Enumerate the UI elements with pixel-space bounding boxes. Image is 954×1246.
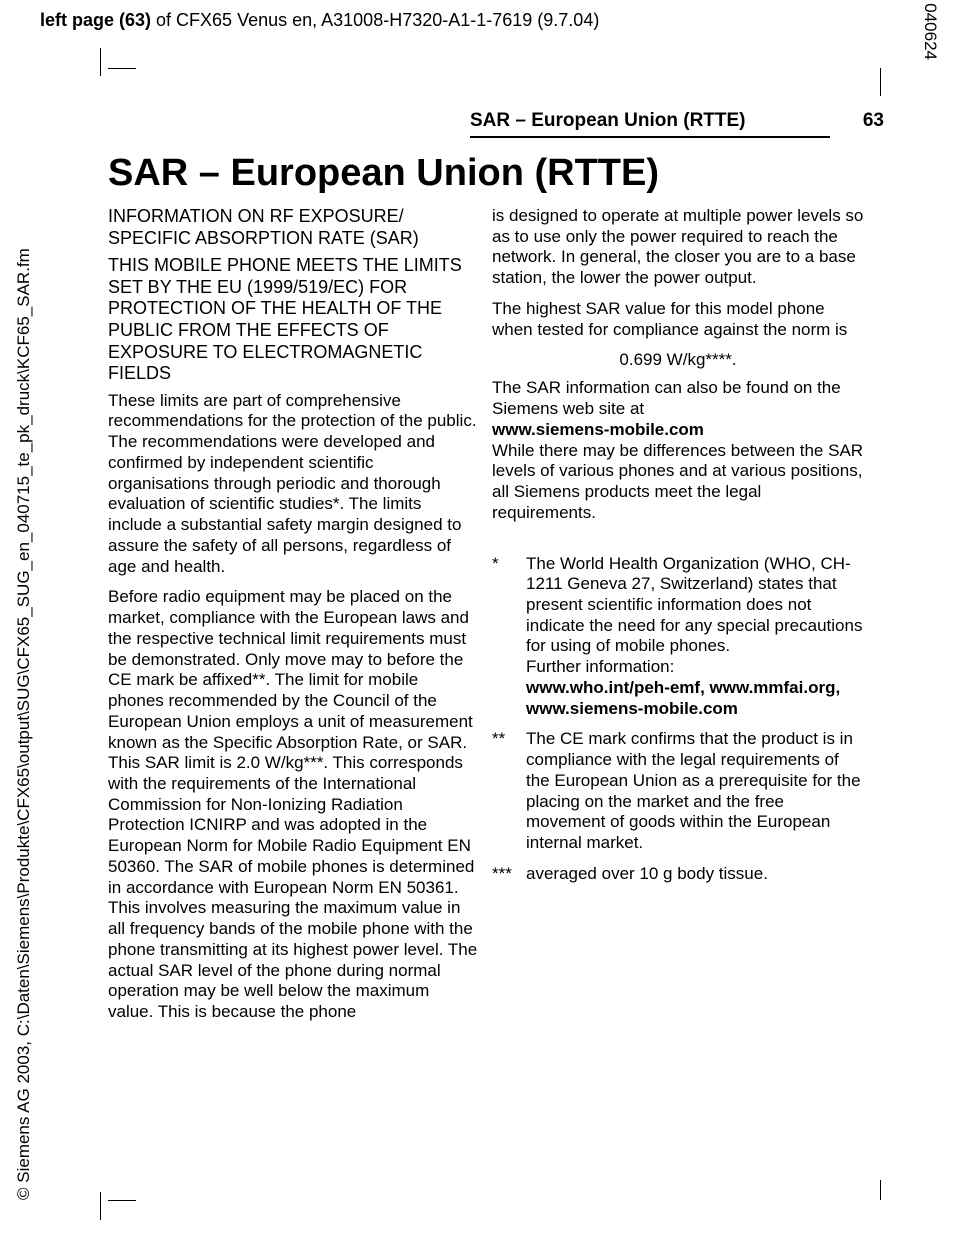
footnote-2-text: The CE mark confirms that the product is… <box>526 729 864 853</box>
page-title: SAR – European Union (RTTE) <box>108 152 659 195</box>
footnote-3-mark: *** <box>492 864 526 885</box>
paragraph-left-2: Before radio equipment may be placed on … <box>108 587 478 1022</box>
footnote-1-mark: * <box>492 554 526 720</box>
left-margin-caption: © Siemens AG 2003, C:\Daten\Siemens\Prod… <box>14 248 34 1200</box>
footnote-1-text-a: The World Health Organization (WHO, CH-1… <box>526 554 864 658</box>
running-header: SAR – European Union (RTTE) 63 <box>470 110 884 136</box>
running-header-title: SAR – European Union (RTTE) <box>470 110 746 132</box>
footnote-2-mark: ** <box>492 729 526 853</box>
footnote-1-body: The World Health Organization (WHO, CH-1… <box>526 554 864 720</box>
crop-mark-top-right <box>880 48 920 88</box>
crop-mark-bottom-left <box>80 1180 120 1220</box>
source-header: left page (63) of CFX65 Venus en, A31008… <box>40 10 599 31</box>
page-number: 63 <box>863 110 884 132</box>
paragraph-right-2: The highest SAR value for this model pho… <box>492 299 864 340</box>
source-header-bold: left page (63) <box>40 10 151 30</box>
footnote-3-text: averaged over 10 g body tissue. <box>526 864 864 885</box>
subheading-1: INFORMATION ON RF EXPOSURE/ SPECIFIC ABS… <box>108 206 478 249</box>
paragraph-right-3a: The SAR information can also be found on… <box>492 378 864 419</box>
footnote-1: * The World Health Organization (WHO, CH… <box>492 554 864 720</box>
paragraph-right-1: is designed to operate at multiple power… <box>492 206 864 289</box>
footnote-3: *** averaged over 10 g body tissue. <box>492 864 864 885</box>
footnote-1-links: www.who.int/peh-emf, www.mmfai.org, www.… <box>526 678 864 719</box>
column-right: is designed to operate at multiple power… <box>492 206 864 895</box>
crop-mark-top-left <box>80 48 120 88</box>
running-header-rule <box>470 136 830 138</box>
footnote-1-text-b: Further information: <box>526 657 864 678</box>
source-header-rest: of CFX65 Venus en, A31008-H7320-A1-1-761… <box>151 10 599 30</box>
paragraph-left-1: These limits are part of comprehensive r… <box>108 391 478 578</box>
right-margin-caption: VAR Language: en; VAR issue date: 040624 <box>920 0 940 60</box>
column-left: INFORMATION ON RF EXPOSURE/ SPECIFIC ABS… <box>108 206 478 1033</box>
subheading-2: THIS MOBILE PHONE MEETS THE LIMITS SET B… <box>108 255 478 385</box>
footnote-2: ** The CE mark confirms that the product… <box>492 729 864 853</box>
crop-mark-bottom-right <box>880 1180 920 1220</box>
sar-value: 0.699 W/kg****. <box>492 350 864 370</box>
siemens-link: www.siemens-mobile.com <box>492 420 864 441</box>
paragraph-right-3b: While there may be differences between t… <box>492 441 864 524</box>
